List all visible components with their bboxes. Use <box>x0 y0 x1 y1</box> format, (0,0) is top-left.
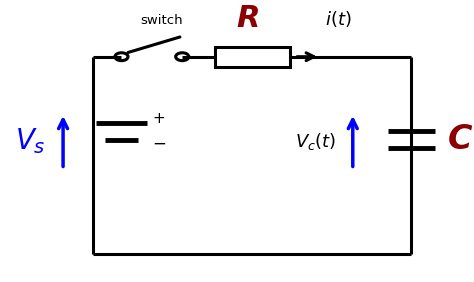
Text: $V_c(t)$: $V_c(t)$ <box>295 131 336 152</box>
Text: C: C <box>448 123 473 156</box>
Text: R: R <box>236 4 259 33</box>
Text: +: + <box>153 111 165 126</box>
Text: switch: switch <box>140 14 182 27</box>
Text: $i(t)$: $i(t)$ <box>325 9 351 29</box>
Text: $V_s$: $V_s$ <box>15 126 46 156</box>
Text: −: − <box>152 135 166 153</box>
Bar <box>215 47 290 67</box>
